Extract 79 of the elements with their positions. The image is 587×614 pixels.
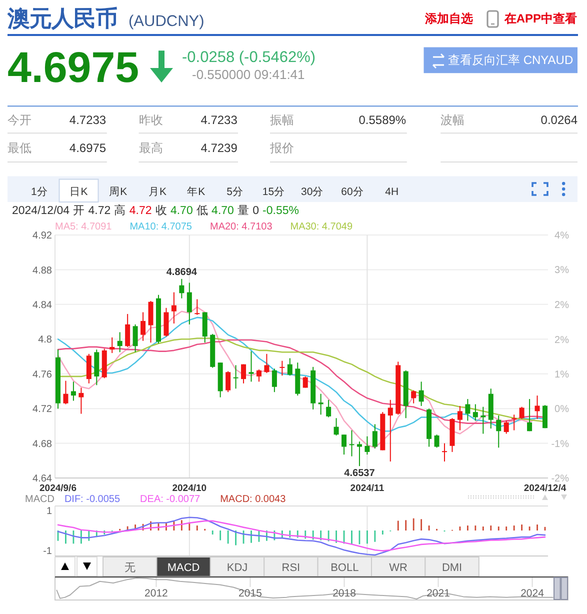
label: 0.0264 bbox=[540, 112, 578, 127]
tab-label: 15分 bbox=[262, 186, 286, 198]
label: 昨收 bbox=[138, 112, 163, 127]
x-tick-label: 2012 bbox=[144, 588, 168, 600]
tab-label: 日K bbox=[70, 186, 88, 198]
label: 4.6975 bbox=[8, 44, 140, 92]
y2-tick-label: 0% bbox=[554, 404, 569, 416]
label: 在APP中查看 bbox=[504, 12, 578, 26]
label: 4.7233 bbox=[69, 112, 106, 127]
info: 2024/12/04 bbox=[12, 205, 70, 217]
legend-item: DEA: -0.0077 bbox=[140, 494, 200, 505]
tab-label: 5分 bbox=[226, 186, 244, 198]
x-tick-label: 2024/9/6 bbox=[40, 483, 76, 494]
info: -0.55% bbox=[262, 205, 299, 217]
y-tick-label: 4.88 bbox=[32, 265, 52, 276]
label: -0.550000 09:41:41 bbox=[192, 66, 305, 82]
label: 波幅 bbox=[440, 112, 465, 127]
y2-tick-label: 1% bbox=[554, 369, 569, 380]
legend-item: MA10: 4.7075 bbox=[130, 222, 192, 232]
label: 4.6975 bbox=[69, 140, 106, 155]
y2-tick-label: -1% bbox=[551, 439, 569, 450]
y-tick-label: 4.72 bbox=[32, 404, 52, 416]
y-tick-label: 4.92 bbox=[32, 230, 52, 242]
button-label: DMI bbox=[442, 562, 462, 574]
button-label: 无 bbox=[124, 562, 136, 574]
y2-tick-label: 2% bbox=[554, 334, 569, 346]
info: 收 4.70 bbox=[155, 205, 193, 217]
button-label: MACD bbox=[167, 562, 200, 574]
x-tick-label: 2024 bbox=[520, 588, 544, 600]
button-label: WR bbox=[389, 562, 408, 574]
y2-tick-label: 3% bbox=[554, 265, 569, 276]
y2-tick-label: 4% bbox=[554, 230, 569, 242]
y-tick-label: 4.76 bbox=[32, 369, 52, 380]
tab-label: 60分 bbox=[341, 186, 364, 198]
info: 量 0 bbox=[237, 205, 260, 217]
y-tick-label: 4.84 bbox=[32, 300, 52, 312]
x-tick-label: 2024/10 bbox=[172, 483, 207, 494]
annotation: 4.6537 bbox=[344, 468, 375, 480]
label: 最低 bbox=[8, 140, 32, 155]
tab-label: 30分 bbox=[301, 186, 324, 198]
x-tick-label: 2024/12/4 bbox=[524, 483, 566, 494]
tab-label: 4H bbox=[385, 186, 399, 198]
tab-label: 年K bbox=[187, 186, 206, 198]
y-tick-label: 4.8 bbox=[38, 334, 52, 346]
label: 今开 bbox=[8, 112, 32, 127]
label: 查看反向汇率 CNYAUD bbox=[448, 52, 574, 67]
subtitle: (AUDCNY) bbox=[128, 13, 204, 30]
tab-label: 月K bbox=[148, 186, 166, 198]
info: 高 4.72 bbox=[114, 205, 152, 217]
info: 低 4.70 bbox=[196, 205, 234, 217]
y-tick-label: 4.64 bbox=[32, 474, 52, 485]
label: 振幅 bbox=[270, 112, 294, 127]
label: 4.7233 bbox=[200, 112, 238, 127]
button-label: BOLL bbox=[330, 562, 359, 574]
legend-item: MACD: 0.0043 bbox=[220, 494, 286, 505]
y2-tick-label: -2% bbox=[551, 474, 569, 485]
legend-item: MA30: 4.7049 bbox=[290, 222, 353, 232]
label: 添加自选 bbox=[424, 12, 473, 26]
legend-item: MA5: 4.7091 bbox=[55, 222, 112, 232]
label: 报价 bbox=[270, 140, 294, 155]
label: 0.5589% bbox=[358, 112, 406, 127]
legend-item: DIF: -0.0055 bbox=[64, 494, 120, 505]
label: 最高 bbox=[138, 140, 163, 155]
annotation: 4.8694 bbox=[166, 266, 197, 278]
label: -0.0258 (-0.5462%) bbox=[182, 48, 316, 66]
title: MACD bbox=[25, 494, 54, 505]
y-tick-label: -1 bbox=[43, 546, 52, 558]
button-label: KDJ bbox=[226, 562, 248, 574]
info: 开 4.72 bbox=[73, 205, 111, 217]
y2-tick-label: 2% bbox=[554, 300, 569, 311]
y-tick-label: 4.68 bbox=[32, 438, 52, 450]
legend-item: MA20: 4.7103 bbox=[210, 222, 272, 232]
label: 4.7239 bbox=[200, 140, 238, 155]
button-label: RSI bbox=[282, 562, 300, 574]
x-tick-label: 2024/11 bbox=[350, 483, 384, 494]
title: 澳元人民币 bbox=[8, 6, 118, 32]
tab-label: 周K bbox=[109, 186, 128, 198]
y-tick-label: 1 bbox=[46, 506, 52, 518]
tab-label: 1分 bbox=[30, 186, 48, 198]
